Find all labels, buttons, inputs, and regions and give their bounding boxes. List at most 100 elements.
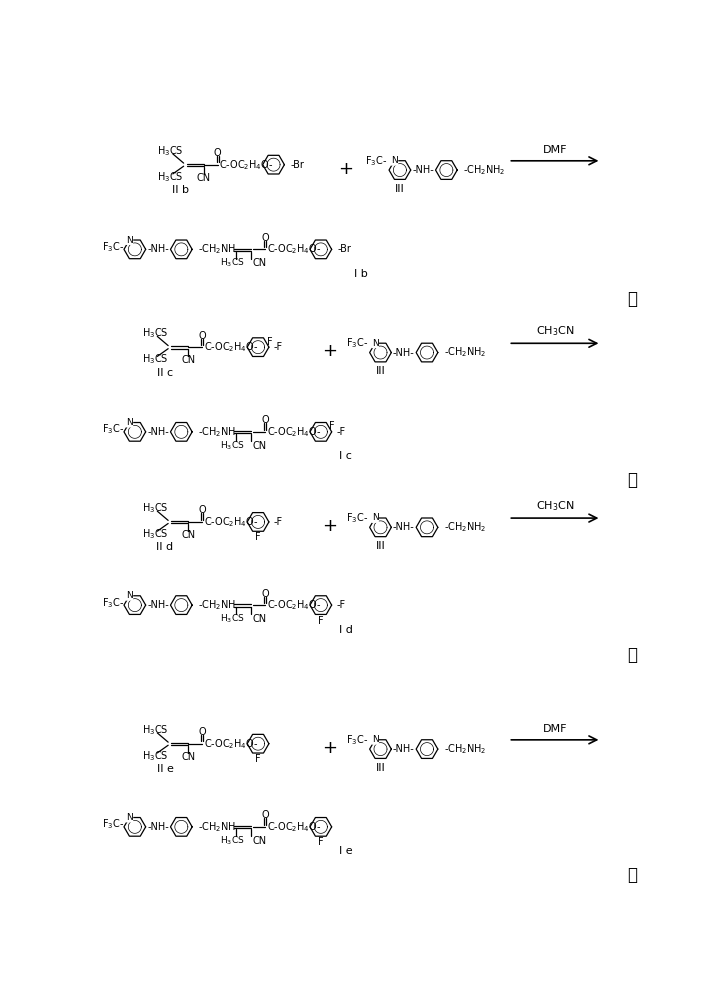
Text: II c: II c xyxy=(157,368,173,378)
Text: F$_3$C-: F$_3$C- xyxy=(101,240,124,254)
Text: CN: CN xyxy=(252,258,267,268)
Text: 或: 或 xyxy=(628,866,637,884)
Text: O: O xyxy=(261,589,269,599)
Text: -CH$_2$NH$_2$: -CH$_2$NH$_2$ xyxy=(464,163,505,177)
Text: -F: -F xyxy=(273,517,283,527)
Text: N: N xyxy=(391,156,398,165)
Text: -CH$_2$NH: -CH$_2$NH xyxy=(198,242,236,256)
Text: -NH-: -NH- xyxy=(393,348,415,358)
Text: F$_3$C-: F$_3$C- xyxy=(101,423,124,436)
Text: DMF: DMF xyxy=(543,145,567,155)
Text: -NH-: -NH- xyxy=(393,744,415,754)
Text: I c: I c xyxy=(339,451,352,461)
Text: -NH-: -NH- xyxy=(147,427,169,437)
Text: -NH-: -NH- xyxy=(393,522,415,532)
Text: N: N xyxy=(372,513,378,522)
Text: III: III xyxy=(395,184,405,194)
Text: F$_3$C-: F$_3$C- xyxy=(346,511,368,525)
Text: CN: CN xyxy=(181,530,196,540)
Text: CN: CN xyxy=(181,355,196,365)
Text: H$_3$CS: H$_3$CS xyxy=(220,257,244,269)
Text: C-OC$_2$H$_4$O-: C-OC$_2$H$_4$O- xyxy=(203,340,258,354)
Text: I e: I e xyxy=(339,846,352,856)
Text: II d: II d xyxy=(157,542,173,552)
Text: O: O xyxy=(198,505,206,515)
Text: 或: 或 xyxy=(628,471,637,489)
Text: N: N xyxy=(372,339,378,348)
Text: N: N xyxy=(126,236,133,245)
Text: F: F xyxy=(255,532,261,542)
Text: H$_3$CS: H$_3$CS xyxy=(142,501,168,515)
Text: -CH$_2$NH$_2$: -CH$_2$NH$_2$ xyxy=(444,520,486,534)
Text: F$_3$C-: F$_3$C- xyxy=(346,733,368,747)
Text: C-OC$_2$H$_4$O-: C-OC$_2$H$_4$O- xyxy=(203,737,258,751)
Text: H$_3$CS: H$_3$CS xyxy=(220,613,244,625)
Text: H$_3$CS: H$_3$CS xyxy=(142,326,168,340)
Text: -Br: -Br xyxy=(290,160,304,170)
Text: C-OC$_2$H$_4$O-: C-OC$_2$H$_4$O- xyxy=(267,598,321,612)
Text: O: O xyxy=(261,415,269,425)
Text: H$_3$CS: H$_3$CS xyxy=(142,749,168,763)
Text: O: O xyxy=(261,810,269,820)
Text: F: F xyxy=(318,837,324,847)
Text: H$_3$CS: H$_3$CS xyxy=(157,144,184,158)
Text: -NH-: -NH- xyxy=(147,244,169,254)
Text: -CH$_2$NH$_2$: -CH$_2$NH$_2$ xyxy=(444,346,486,359)
Text: F: F xyxy=(255,754,261,764)
Text: -NH-: -NH- xyxy=(147,600,169,610)
Text: -F: -F xyxy=(336,427,345,437)
Text: F$_3$C-: F$_3$C- xyxy=(101,818,124,831)
Text: F: F xyxy=(318,615,324,626)
Text: F$_3$C-: F$_3$C- xyxy=(346,336,368,350)
Text: C-OC$_2$H$_4$O-: C-OC$_2$H$_4$O- xyxy=(219,158,274,172)
Text: CN: CN xyxy=(197,173,211,183)
Text: CH$_3$CN: CH$_3$CN xyxy=(536,324,574,338)
Text: -F: -F xyxy=(273,342,283,352)
Text: C-OC$_2$H$_4$O-: C-OC$_2$H$_4$O- xyxy=(203,515,258,529)
Text: F$_3$C-: F$_3$C- xyxy=(101,596,124,610)
Text: +: + xyxy=(323,342,338,360)
Text: H$_3$CS: H$_3$CS xyxy=(142,353,168,366)
Text: H$_3$CS: H$_3$CS xyxy=(157,170,184,184)
Text: H$_3$CS: H$_3$CS xyxy=(220,439,244,452)
Text: CN: CN xyxy=(252,614,267,624)
Text: -NH-: -NH- xyxy=(147,822,169,832)
Text: H$_3$CS: H$_3$CS xyxy=(220,834,244,847)
Text: H$_3$CS: H$_3$CS xyxy=(142,723,168,737)
Text: N: N xyxy=(126,418,133,427)
Text: C-OC$_2$H$_4$O-: C-OC$_2$H$_4$O- xyxy=(267,242,321,256)
Text: -NH-: -NH- xyxy=(412,165,434,175)
Text: DMF: DMF xyxy=(543,724,567,734)
Text: C-OC$_2$H$_4$O-: C-OC$_2$H$_4$O- xyxy=(267,820,321,834)
Text: F: F xyxy=(329,421,335,431)
Text: O: O xyxy=(198,727,206,737)
Text: +: + xyxy=(338,160,353,178)
Text: II e: II e xyxy=(157,764,173,774)
Text: CH$_3$CN: CH$_3$CN xyxy=(536,499,574,513)
Text: H$_3$CS: H$_3$CS xyxy=(142,527,168,541)
Text: -CH$_2$NH: -CH$_2$NH xyxy=(198,820,236,834)
Text: -CH$_2$NH: -CH$_2$NH xyxy=(198,598,236,612)
Text: III: III xyxy=(375,541,385,551)
Text: II b: II b xyxy=(172,185,189,195)
Text: F: F xyxy=(267,337,273,347)
Text: F$_3$C-: F$_3$C- xyxy=(365,154,388,168)
Text: -CH$_2$NH$_2$: -CH$_2$NH$_2$ xyxy=(444,742,486,756)
Text: +: + xyxy=(323,739,338,757)
Text: -Br: -Br xyxy=(338,244,352,254)
Text: O: O xyxy=(214,148,221,158)
Text: I b: I b xyxy=(354,269,368,279)
Text: CN: CN xyxy=(252,441,267,451)
Text: III: III xyxy=(375,763,385,773)
Text: 或: 或 xyxy=(628,646,637,664)
Text: 或: 或 xyxy=(628,290,637,308)
Text: -CH$_2$NH: -CH$_2$NH xyxy=(198,425,236,439)
Text: CN: CN xyxy=(181,752,196,762)
Text: O: O xyxy=(198,331,206,341)
Text: +: + xyxy=(323,517,338,535)
Text: N: N xyxy=(126,591,133,600)
Text: CN: CN xyxy=(252,836,267,846)
Text: I d: I d xyxy=(339,625,352,635)
Text: -F: -F xyxy=(336,600,345,610)
Text: N: N xyxy=(372,735,378,744)
